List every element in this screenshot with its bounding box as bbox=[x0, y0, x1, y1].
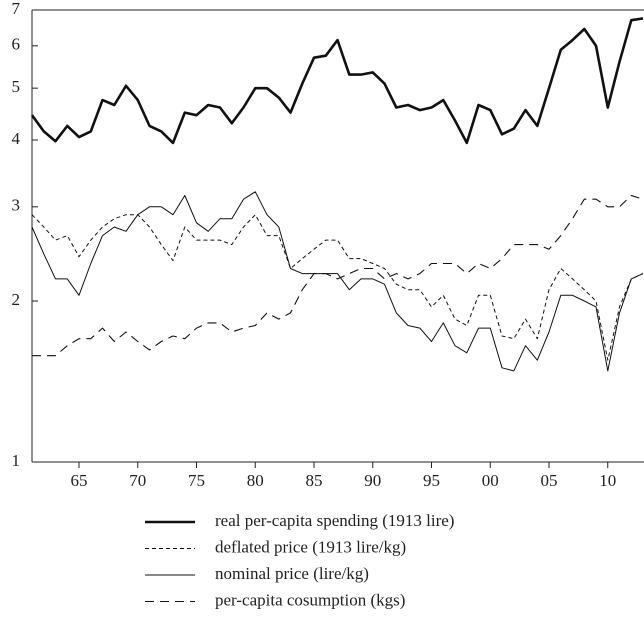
y-tick-label: 2 bbox=[12, 290, 21, 309]
x-tick-label: 75 bbox=[188, 471, 205, 490]
x-tick-label: 65 bbox=[71, 471, 88, 490]
legend-label: per-capita cosumption (kgs) bbox=[215, 590, 405, 609]
series-line bbox=[32, 194, 644, 357]
x-tick-label: 05 bbox=[541, 471, 558, 490]
x-tick-label: 70 bbox=[129, 471, 146, 490]
series-line bbox=[31, 214, 644, 361]
y-tick-label: 4 bbox=[12, 129, 21, 148]
y-tick-label: 7 bbox=[12, 0, 21, 18]
series-line bbox=[31, 191, 644, 372]
legend-label: deflated price (1913 lire/kg) bbox=[215, 537, 406, 556]
x-tick-label: 80 bbox=[247, 471, 264, 490]
y-tick-label: 6 bbox=[12, 35, 21, 54]
x-tick-label: 00 bbox=[482, 471, 499, 490]
y-tick-label: 1 bbox=[12, 451, 21, 470]
x-tick-label: 95 bbox=[423, 471, 440, 490]
series-line bbox=[30, 17, 644, 145]
x-tick-label: 10 bbox=[599, 471, 616, 490]
y-tick-label: 5 bbox=[12, 77, 21, 96]
y-tick-label: 3 bbox=[12, 196, 21, 215]
legend-label: nominal price (lire/kg) bbox=[215, 564, 369, 583]
legend-label: real per-capita spending (1913 lire) bbox=[215, 511, 454, 530]
x-tick-label: 85 bbox=[306, 471, 323, 490]
x-tick-label: 90 bbox=[364, 471, 381, 490]
